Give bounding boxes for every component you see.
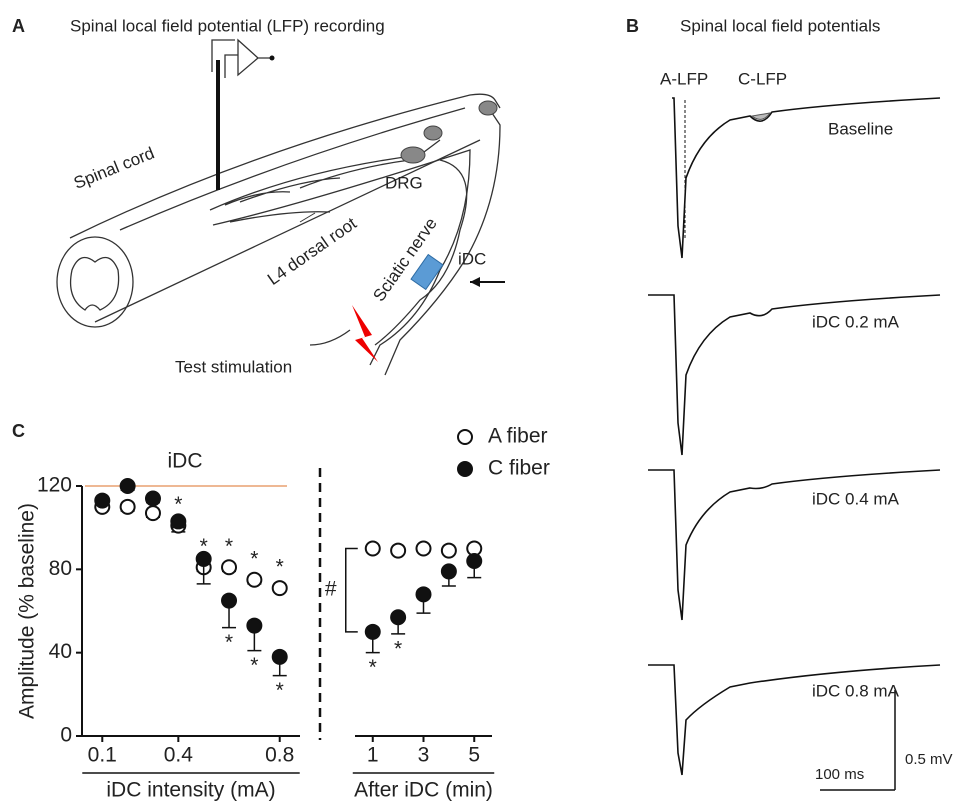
bracket (345, 547, 358, 633)
x-tick-label: 0.8 (265, 744, 294, 767)
y-tick-label: 40 (49, 640, 72, 663)
data-point (221, 592, 238, 609)
x-tick-label: 1 (367, 744, 379, 767)
data-point (440, 563, 457, 580)
trace-label: iDC 0.4 mA (812, 489, 900, 508)
data-point (271, 580, 288, 597)
y-tick-label: 0 (60, 724, 72, 747)
scale-bar (820, 690, 896, 791)
y-tick-label: 120 (37, 474, 72, 497)
x-axis-label: After iDC (min) (354, 779, 493, 802)
data-point (195, 550, 212, 567)
data-point (440, 542, 457, 559)
y-axis-label: Amplitude (% baseline) (16, 503, 39, 719)
significance-star: * (200, 535, 208, 558)
significance-star: * (174, 493, 182, 516)
significance-star: * (394, 637, 402, 660)
data-point (415, 586, 432, 603)
significance-star: * (276, 556, 284, 579)
data-point (390, 609, 407, 626)
y-tick-label: 80 (49, 557, 72, 580)
lfp-trace (648, 664, 941, 776)
data-point (364, 623, 381, 640)
panel-letter: B (626, 16, 639, 36)
data-point (119, 498, 136, 515)
significance-star: * (250, 654, 258, 677)
label: C-LFP (738, 69, 787, 88)
data-point (119, 478, 136, 494)
lfp-trace (672, 97, 941, 259)
label: DRG (385, 173, 423, 192)
trace-label: iDC 0.2 mA (812, 312, 900, 331)
significance-star: * (225, 535, 233, 558)
significance-star: * (369, 656, 377, 679)
x-tick-label: 0.4 (164, 744, 194, 767)
data-point (415, 540, 432, 557)
annotation: iDC (168, 450, 203, 473)
panel-title: Spinal local field potential (LFP) recor… (70, 16, 385, 35)
label: L4 dorsal root (264, 214, 360, 289)
data-point (466, 553, 483, 569)
legend-marker (457, 461, 473, 477)
data-point (246, 571, 263, 588)
data-point (170, 513, 187, 530)
scale-label: 100 ms (815, 766, 864, 783)
legend-label: C fiber (488, 457, 550, 480)
legend-marker (457, 429, 473, 445)
scale-label: 0.5 mV (905, 751, 953, 768)
label: iDC (458, 249, 486, 268)
lfp-trace (648, 469, 941, 621)
data-point (221, 559, 238, 576)
data-point (144, 505, 161, 522)
significance-star: * (276, 679, 284, 702)
x-tick-label: 0.1 (88, 744, 117, 767)
panel-letter: A (12, 16, 25, 36)
label: Test stimulation (175, 357, 292, 376)
data-point (94, 492, 111, 509)
chart: 0 40 80 120 Amplitude (% baseline) iDC 0.1 0.4 0… (16, 425, 550, 802)
bracket-label: # (325, 578, 337, 601)
data-point (390, 542, 407, 559)
label: A-LFP (660, 69, 708, 88)
trace-label: Baseline (828, 119, 893, 138)
lfp-trace (648, 294, 941, 456)
c-lfp-area (750, 112, 772, 120)
x-tick-label: 3 (418, 744, 430, 767)
x-tick-label: 5 (468, 744, 480, 767)
x-axis-label: iDC intensity (mA) (106, 779, 275, 802)
significance-star: * (225, 631, 233, 654)
data-point (271, 648, 288, 665)
data-point (144, 490, 161, 507)
label: Spinal cord (71, 143, 157, 192)
data-point (364, 540, 381, 557)
trace-label: iDC 0.8 mA (812, 681, 900, 700)
panel-letter: C (12, 421, 25, 441)
data-point (246, 617, 263, 634)
legend-label: A fiber (488, 425, 548, 448)
traces (648, 97, 941, 776)
significance-star: * (250, 547, 258, 570)
spinal-diagram (56, 38, 505, 376)
panel-title: Spinal local field potentials (680, 16, 880, 35)
